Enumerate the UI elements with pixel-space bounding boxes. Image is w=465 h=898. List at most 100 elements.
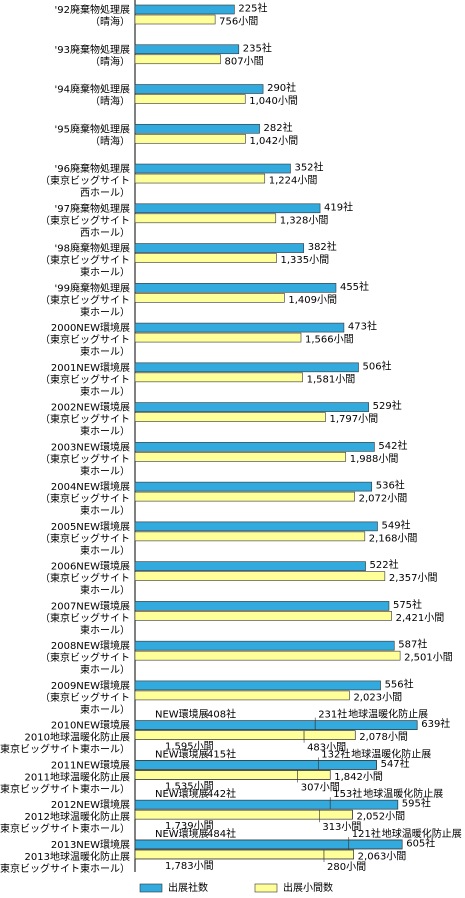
bar-segment xyxy=(297,770,331,780)
segment-label: 483小間 xyxy=(307,742,346,754)
bar xyxy=(134,531,366,542)
bar-total xyxy=(134,849,354,860)
bar xyxy=(134,44,240,55)
bar-segment xyxy=(134,849,325,860)
bar-segment xyxy=(314,720,418,730)
category-label: '99廃棄物処理展（東京ビッグサイト東ホール） xyxy=(40,281,130,318)
value-label: 506社 xyxy=(362,359,391,372)
bar-total xyxy=(134,760,377,770)
category-label: '97廃棄物処理展（東京ビッグサイト西ホール） xyxy=(40,202,130,239)
category-label: '94廃棄物処理展（晴海） xyxy=(55,83,130,108)
bar-total xyxy=(134,839,403,850)
segment-name: 地球温暖化防止展 xyxy=(363,787,443,800)
value-label: 1,988小間 xyxy=(350,453,399,465)
category-label: 2001NEW環境展（東京ビッグサイト東ホール） xyxy=(40,361,130,398)
bar xyxy=(134,253,277,263)
bar xyxy=(134,571,386,581)
value-label: 1,842小間 xyxy=(334,771,383,783)
segment-label: 132社 xyxy=(321,747,350,760)
bar xyxy=(134,601,390,611)
bar-total xyxy=(134,730,356,740)
bar xyxy=(134,362,359,373)
category-label: 2012NEW環境展 2012地球温暖化防止展（東京ビッグサイト東ホール） xyxy=(0,798,130,835)
bar xyxy=(134,412,326,422)
value-label: 1,042小間 xyxy=(249,135,298,147)
value-label: 225社 xyxy=(238,2,267,15)
segment-label: 1,535小間 xyxy=(165,780,214,792)
bar-total xyxy=(134,809,353,820)
value-label: 605社 xyxy=(406,836,435,849)
value-label: 807小間 xyxy=(225,55,264,67)
category-label: '92廃棄物処理展（晴海） xyxy=(55,3,130,28)
bar xyxy=(134,14,216,25)
value-label: 282社 xyxy=(264,121,293,134)
bar-segment xyxy=(317,760,377,770)
value-label: 1,566小間 xyxy=(305,334,354,346)
value-label: 2,072小間 xyxy=(359,493,408,505)
bar xyxy=(134,163,291,174)
bar-segment xyxy=(348,839,403,850)
bar-segment xyxy=(134,720,316,730)
segment-label: 153社 xyxy=(333,787,362,800)
value-label: 575社 xyxy=(393,598,422,611)
legend-swatch xyxy=(139,883,163,893)
bar xyxy=(134,561,366,571)
value-label: 1,040小間 xyxy=(249,95,298,107)
segment-label: 280小間 xyxy=(327,861,366,873)
bar-total xyxy=(134,720,418,730)
bar-segment xyxy=(134,770,299,780)
bar xyxy=(134,680,381,691)
value-label: 2,063小間 xyxy=(358,850,407,862)
segment-name: NEW環境展 xyxy=(155,827,209,840)
value-label: 352社 xyxy=(294,161,323,174)
category-label: 2005NEW環境展（東京ビッグサイト東ホール） xyxy=(40,520,130,557)
bar xyxy=(134,84,264,94)
bar-segment xyxy=(134,839,350,850)
bar xyxy=(134,54,221,65)
bar-segment xyxy=(319,809,353,820)
bar-segment xyxy=(329,799,399,810)
segment-label: 1,595小間 xyxy=(165,741,214,753)
bar xyxy=(134,690,350,701)
bar xyxy=(134,123,260,134)
value-label: 455社 xyxy=(340,280,369,293)
segment-label: 408社 xyxy=(207,708,236,721)
value-label: 595社 xyxy=(402,797,431,810)
bar xyxy=(134,332,302,343)
category-label: 2008NEW環境展（東京ビッグサイト東ホール） xyxy=(40,639,130,676)
value-label: 1,335小間 xyxy=(281,254,330,266)
value-label: 549社 xyxy=(381,518,410,531)
value-label: 556社 xyxy=(385,677,414,690)
segment-name: NEW環境展 xyxy=(155,708,209,721)
category-label: 2010NEW環境展 2010地球温暖化防止展（東京ビッグサイト東ホール） xyxy=(0,719,130,756)
value-label: 522社 xyxy=(370,558,399,571)
segment-name: 地球温暖化防止展 xyxy=(348,708,428,721)
segment-label: 442社 xyxy=(207,787,236,800)
value-label: 2,357小間 xyxy=(389,572,438,584)
segment-label: 1,739小間 xyxy=(165,820,214,832)
value-label: 235社 xyxy=(243,41,272,54)
bar xyxy=(134,521,378,532)
segment-name: 地球温暖化防止展 xyxy=(382,827,462,840)
segment-label: 231社 xyxy=(318,708,347,721)
category-label: 2006NEW環境展（東京ビッグサイト東ホール） xyxy=(40,560,130,597)
category-label: 2004NEW環境展（東京ビッグサイト東ホール） xyxy=(40,480,130,517)
value-label: 529社 xyxy=(373,399,402,412)
bar xyxy=(134,452,347,462)
bar xyxy=(134,322,345,333)
bar xyxy=(134,402,369,412)
segment-label: 484社 xyxy=(207,827,236,840)
bar xyxy=(134,213,277,224)
legend-label: 出展小間数 xyxy=(283,881,333,894)
segment-label: 415社 xyxy=(207,747,236,760)
bar-total xyxy=(134,770,331,780)
segment-label: 307小間 xyxy=(301,781,340,793)
bar-segment xyxy=(134,799,331,810)
bar xyxy=(134,173,266,184)
bar-segment xyxy=(134,760,319,770)
bar-segment xyxy=(303,730,356,740)
segment-name: NEW環境展 xyxy=(155,747,209,760)
bar xyxy=(134,4,235,15)
